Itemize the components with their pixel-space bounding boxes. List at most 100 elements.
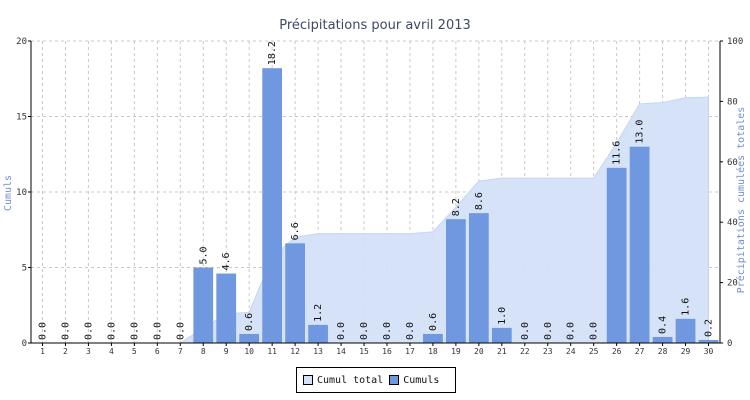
x-tick-label: 25	[589, 347, 599, 356]
bar-value-label: 0.0	[543, 322, 554, 340]
bar-value-label: 0.0	[405, 322, 416, 340]
bar	[491, 327, 512, 343]
x-tick-label: 28	[658, 347, 668, 356]
bar-value-label: 5.0	[198, 246, 209, 264]
bar-value-label: 1.2	[313, 304, 324, 322]
bar	[193, 267, 214, 343]
bar-value-label: 0.0	[152, 322, 163, 340]
y2-tick-label: 40	[727, 218, 738, 228]
data-labels: 0.0 0.0 0.0 0.0 0.0 0.0 0.0 5.0 4.6 0.6 18.2 6.6 1.2…	[37, 41, 714, 340]
x-tick-label: 8	[201, 347, 206, 356]
bar-value-label: 11.6	[612, 141, 623, 165]
y-tick-label: 20	[16, 37, 27, 47]
bar	[629, 146, 650, 343]
bar-value-label: 0.0	[106, 322, 117, 340]
legend-swatch-cumul-total	[303, 375, 313, 385]
x-tick-label: 3	[86, 347, 91, 356]
x-tick-label: 14	[336, 347, 346, 356]
x-tick-label: 11	[267, 347, 277, 356]
legend-label-cumul-total: Cumul total	[317, 374, 384, 386]
x-tick-label: 16	[382, 347, 392, 356]
bar-value-label: 8.2	[451, 198, 462, 216]
bar-value-label: 13.0	[635, 120, 646, 144]
x-tick-label: 21	[497, 347, 507, 356]
bar-value-label: 0.0	[336, 322, 347, 340]
bar	[239, 333, 260, 343]
bar	[468, 213, 489, 343]
x-tick-label: 17	[405, 347, 415, 356]
bar-value-label: 0.0	[60, 322, 71, 340]
bar-value-label: 8.6	[474, 192, 485, 210]
x-tick-label: 30	[704, 347, 714, 356]
bar-value-label: 1.0	[497, 307, 508, 325]
legend-item-cumuls: Cumuls	[389, 375, 439, 386]
x-tick-label: 19	[451, 347, 461, 356]
bar-value-label: 0.0	[175, 322, 186, 340]
x-tick-label: 24	[566, 347, 576, 356]
legend: Cumul total Cumuls	[296, 367, 456, 393]
bar-value-label: 4.6	[221, 252, 232, 270]
legend-swatch-cumuls	[389, 375, 400, 385]
x-tick-label: 26	[612, 347, 622, 356]
y-axis-label: Cumuls	[3, 175, 14, 211]
y2-tick-label: 0	[727, 339, 732, 349]
bar-series	[193, 68, 719, 344]
bar	[652, 336, 673, 343]
x-tick-label: 7	[178, 347, 183, 356]
y2-tick-label: 60	[727, 158, 738, 168]
bar-value-label: 0.0	[566, 322, 577, 340]
bar	[423, 333, 443, 343]
y-tick-label: 15	[16, 113, 27, 123]
x-tick-label: 1	[40, 347, 45, 356]
bar	[285, 243, 305, 343]
bar-value-label: 18.2	[267, 41, 278, 65]
x-tick-label: 29	[681, 347, 691, 356]
bar	[698, 339, 719, 343]
x-tick-label: 10	[244, 347, 254, 356]
legend-label-cumuls: Cumuls	[403, 374, 440, 386]
x-tick-label: 4	[109, 347, 114, 356]
bar-value-label: 0.0	[359, 322, 370, 340]
bar	[308, 324, 328, 343]
bar	[606, 167, 627, 343]
x-tick-label: 2	[63, 347, 68, 356]
bar	[675, 318, 696, 343]
bar-value-label: 0.0	[520, 322, 531, 340]
y-tick-label: 10	[16, 188, 27, 198]
bar	[262, 68, 283, 344]
y2-tick-label: 80	[727, 97, 738, 107]
bar	[446, 219, 466, 343]
x-tick-label: 22	[520, 347, 530, 356]
y2-axis-label: Précipitations cumulées totales	[735, 107, 747, 294]
bar-value-label: 0.6	[428, 313, 439, 331]
x-tick-label: 9	[224, 347, 229, 356]
x-tick-label: 18	[428, 347, 438, 356]
bar	[216, 273, 237, 343]
bar-value-label: 0.6	[244, 313, 255, 331]
y2-tick-label: 100	[727, 37, 743, 47]
x-tick-label: 27	[635, 347, 645, 356]
x-tick-label: 23	[543, 347, 553, 356]
bar-value-label: 0.4	[658, 316, 669, 334]
x-tick-label: 20	[474, 347, 484, 356]
bar-value-label: 0.2	[704, 319, 715, 337]
bar-value-label: 0.0	[83, 322, 94, 340]
y-tick-label: 0	[22, 339, 27, 349]
x-tick-label: 12	[290, 347, 300, 356]
bar-value-label: 6.6	[290, 222, 301, 240]
bar-value-label: 0.0	[37, 322, 48, 340]
y-tick-label: 5	[22, 264, 27, 274]
x-tick-label: 13	[313, 347, 323, 356]
y2-tick-label: 20	[727, 279, 738, 289]
bar-value-label: 1.6	[681, 298, 692, 316]
x-tick-label: 5	[132, 347, 137, 356]
legend-item-cumul-total: Cumul total	[303, 375, 383, 386]
x-tick-label: 6	[155, 347, 160, 356]
bar-value-label: 0.0	[589, 322, 600, 340]
x-tick-label: 15	[359, 347, 369, 356]
bar-value-label: 0.0	[382, 322, 393, 340]
chart-title: Précipitations pour avril 2013	[279, 18, 471, 33]
bar-value-label: 0.0	[129, 322, 140, 340]
